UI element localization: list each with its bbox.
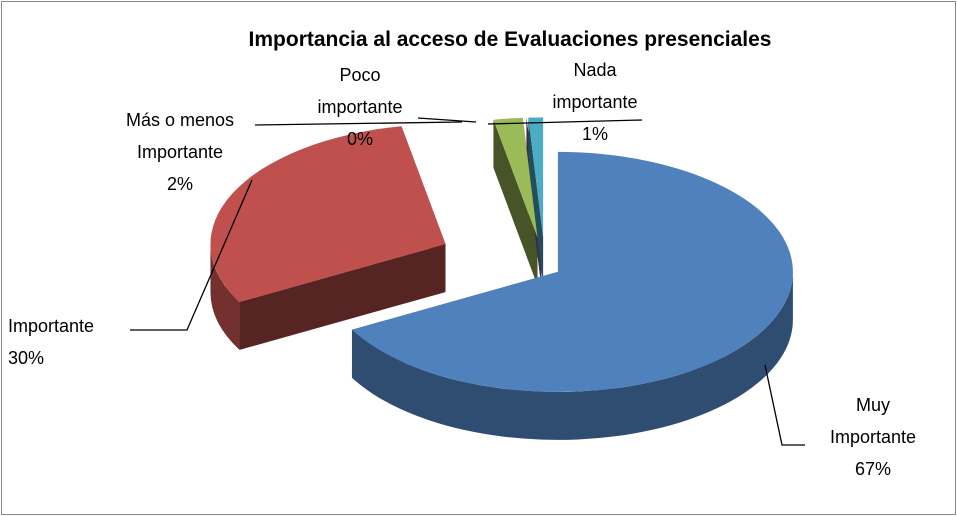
slice-side	[351, 271, 793, 440]
leader-line	[417, 117, 477, 123]
data-label: Poco importante 0%	[310, 59, 410, 155]
category-label: Más o menos Importante	[125, 110, 235, 162]
slice-wall	[528, 117, 544, 286]
leader-line	[254, 121, 463, 126]
slice	[528, 117, 544, 238]
category-label: Muy Importante	[829, 395, 917, 447]
category-label: Importante	[8, 316, 95, 336]
category-label: Nada importante	[552, 60, 638, 112]
slice	[493, 117, 538, 238]
slice	[210, 126, 446, 302]
leader-line	[487, 119, 643, 125]
category-label: Poco importante	[317, 65, 403, 117]
slice-wall	[493, 119, 538, 286]
chart-title: Importancia al acceso de Evaluaciones pr…	[249, 28, 772, 51]
value-label: 2%	[166, 174, 193, 194]
data-label: Nada importante 1%	[545, 54, 645, 150]
slice-wall	[239, 244, 446, 350]
data-label: Importante 30%	[8, 310, 128, 374]
value-label: 0%	[346, 129, 373, 149]
slice-side	[210, 244, 240, 350]
value-label: 30%	[8, 348, 45, 368]
data-label: Muy Importante 67%	[818, 389, 928, 485]
value-label: 67%	[854, 459, 892, 479]
leader-line	[764, 364, 805, 446]
value-label: 1%	[581, 124, 608, 144]
slice	[351, 151, 793, 392]
leader-line	[130, 179, 253, 331]
data-label: Más o menos Importante 2%	[100, 104, 260, 200]
